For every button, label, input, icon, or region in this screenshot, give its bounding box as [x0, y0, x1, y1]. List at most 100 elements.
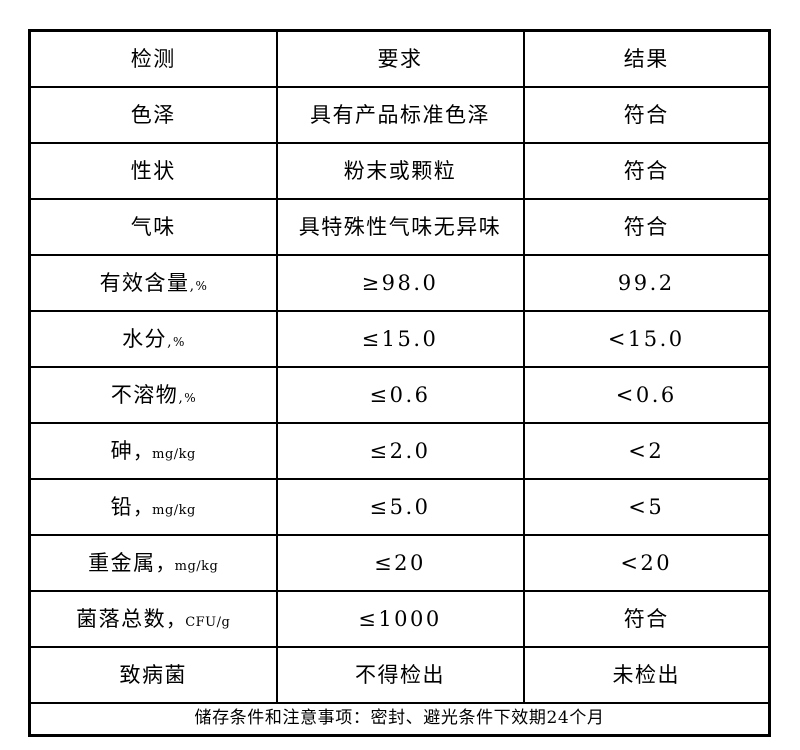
cell-requirement: ≥98.0 — [275, 254, 525, 312]
item-separator: ， — [133, 496, 153, 519]
item-unit: CFU/g — [185, 614, 231, 630]
table-row: 铅，mg/kg ≤5.0 <5 — [28, 478, 771, 536]
column-header-label: 要求 — [377, 46, 423, 71]
item-label-group: 不溶物,% — [111, 383, 196, 407]
item-unit: % — [184, 390, 196, 405]
cell-item: 气味 — [28, 198, 278, 256]
item-label-group: 重金属，mg/kg — [88, 551, 218, 576]
table-row: 砷，mg/kg ≤2.0 <2 — [28, 422, 771, 480]
cell-result: <20 — [522, 534, 771, 592]
result-value: 符合 — [623, 102, 669, 127]
item-label-group: 铅，mg/kg — [111, 495, 196, 520]
item-name: 色泽 — [130, 102, 176, 127]
cell-result: 符合 — [522, 590, 771, 648]
requirement-value: 具有产品标准色泽 — [310, 102, 490, 127]
cell-result: 符合 — [522, 86, 771, 144]
requirement-value: ≤1000 — [358, 606, 442, 631]
item-label-group: 水分,% — [122, 327, 184, 351]
cell-item: 水分,% — [28, 310, 278, 368]
item-separator: , — [189, 277, 196, 294]
item-separator: ， — [133, 440, 153, 463]
item-name: 水分 — [122, 326, 168, 351]
item-label-group: 有效含量,% — [100, 271, 207, 295]
result-value: 未检出 — [612, 662, 680, 687]
item-label-group: 砷，mg/kg — [111, 439, 196, 464]
result-value: <2 — [628, 438, 665, 463]
table-footer-row: 储存条件和注意事项：密封、避光条件下效期24个月 — [28, 702, 771, 737]
item-name: 铅 — [110, 494, 134, 519]
cell-result: 符合 — [522, 142, 771, 200]
item-name: 不溶物 — [110, 382, 179, 407]
item-name: 砷 — [110, 438, 134, 463]
requirement-value: ≤20 — [374, 550, 426, 575]
cell-item: 有效含量,% — [28, 254, 278, 312]
column-header-0: 检测 — [28, 29, 278, 88]
requirement-value: ≤5.0 — [369, 494, 431, 519]
cell-item: 致病菌 — [28, 646, 278, 704]
cell-item: 色泽 — [28, 86, 278, 144]
item-label-group: 致病菌 — [120, 663, 188, 687]
cell-requirement: 具有产品标准色泽 — [275, 86, 525, 144]
requirement-value: ≤0.6 — [369, 382, 431, 407]
table-row: 水分,% ≤15.0 <15.0 — [28, 310, 771, 368]
column-header-1: 要求 — [275, 29, 525, 88]
cell-item: 不溶物,% — [28, 366, 278, 424]
result-value: <0.6 — [615, 382, 677, 407]
column-header-2: 结果 — [522, 29, 771, 88]
requirement-value: ≤2.0 — [369, 438, 431, 463]
storage-note-text: 储存条件和注意事项：密封、避光条件下效期24个月 — [194, 708, 605, 729]
requirement-value: ≥98.0 — [361, 270, 439, 295]
requirement-value: ≤15.0 — [361, 326, 439, 351]
table-row: 致病菌 不得检出 未检出 — [28, 646, 771, 704]
column-header-label: 检测 — [130, 46, 176, 71]
item-label-group: 气味 — [131, 215, 176, 239]
result-value: 符合 — [623, 214, 669, 239]
cell-requirement: ≤20 — [275, 534, 525, 592]
cell-result: <15.0 — [522, 310, 771, 368]
item-unit: % — [195, 278, 207, 293]
cell-item: 菌落总数，CFU/g — [28, 590, 278, 648]
table-row: 色泽 具有产品标准色泽 符合 — [28, 86, 771, 144]
item-name: 菌落总数 — [76, 606, 167, 631]
cell-requirement: ≤2.0 — [275, 422, 525, 480]
cell-requirement: ≤1000 — [275, 590, 525, 648]
item-unit: mg/kg — [152, 446, 196, 462]
cell-result: 99.2 — [522, 254, 771, 312]
cell-requirement: ≤0.6 — [275, 366, 525, 424]
cell-result: 符合 — [522, 198, 771, 256]
cell-item: 性状 — [28, 142, 278, 200]
item-name: 气味 — [130, 214, 176, 239]
cell-item: 砷，mg/kg — [28, 422, 278, 480]
item-unit: mg/kg — [152, 502, 196, 518]
item-name: 重金属 — [88, 550, 156, 575]
table-row: 性状 粉末或颗粒 符合 — [28, 142, 771, 200]
table-row: 有效含量,% ≥98.0 99.2 — [28, 254, 771, 312]
column-header-label: 结果 — [623, 46, 669, 71]
table-body: 检测 要求 结果 色泽 具有产品标准色泽 符合 性状 粉末或颗粒 符合 气味 具特殊性气味无异味 符合… — [28, 29, 771, 737]
table-header-row: 检测 要求 结果 — [28, 29, 771, 88]
item-separator: ， — [166, 608, 186, 631]
result-value: <20 — [620, 550, 673, 575]
item-label-group: 菌落总数，CFU/g — [76, 607, 230, 632]
cell-requirement: 粉末或颗粒 — [275, 142, 525, 200]
result-value: <5 — [628, 494, 665, 519]
item-label-group: 性状 — [131, 159, 176, 183]
cell-result: <0.6 — [522, 366, 771, 424]
requirement-value: 粉末或颗粒 — [343, 158, 457, 183]
cell-requirement: ≤15.0 — [275, 310, 525, 368]
item-label-group: 色泽 — [131, 103, 176, 127]
item-name: 致病菌 — [119, 662, 187, 687]
cell-item: 铅，mg/kg — [28, 478, 278, 536]
result-value: <15.0 — [607, 326, 685, 351]
item-unit: % — [173, 334, 185, 349]
table-row: 菌落总数，CFU/g ≤1000 符合 — [28, 590, 771, 648]
specification-table: 检测 要求 结果 色泽 具有产品标准色泽 符合 性状 粉末或颗粒 符合 气味 具特殊性气味无异味 符合… — [28, 29, 771, 737]
cell-requirement: 具特殊性气味无异味 — [275, 198, 525, 256]
item-separator: , — [167, 333, 174, 350]
cell-result: <5 — [522, 478, 771, 536]
result-value: 符合 — [623, 158, 669, 183]
item-separator: , — [178, 389, 185, 406]
result-value: 99.2 — [617, 270, 675, 295]
requirement-value: 具特殊性气味无异味 — [298, 214, 502, 239]
